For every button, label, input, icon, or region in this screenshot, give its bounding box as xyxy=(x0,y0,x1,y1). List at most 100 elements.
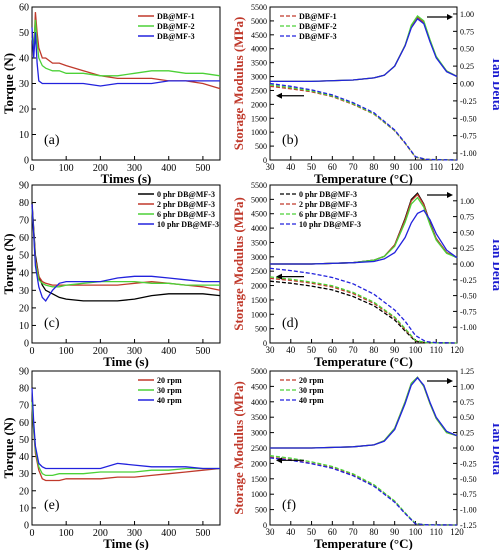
y2-tick-label: 0.25 xyxy=(460,244,474,253)
y-tick-label: 50 xyxy=(19,435,29,446)
x-tick-label: 50 xyxy=(307,162,317,172)
y-tick-label: 10 xyxy=(19,321,29,332)
y-tick-label: 70 xyxy=(19,216,29,227)
y-tick-label: 1500 xyxy=(251,114,267,123)
x-tick-label: 120 xyxy=(450,345,464,355)
legend-label: DB@MF-3 xyxy=(157,32,195,41)
y2-tick-label: 1.25 xyxy=(460,367,474,376)
x-tick-label: 30 xyxy=(266,527,276,537)
legend-label: 0 phr DB@MF-3 xyxy=(157,190,215,199)
y2-tick-label: -1.00 xyxy=(460,323,477,332)
y2-tick-label: 1.00 xyxy=(460,382,474,391)
series-line xyxy=(31,388,220,470)
y-tick-label: 80 xyxy=(19,198,29,209)
x-tick-label: 0 xyxy=(30,163,35,174)
series-line xyxy=(31,204,220,302)
legend-label: 40 rpm xyxy=(157,396,182,405)
legend-label: DB@MF-3 xyxy=(299,32,337,41)
x-tick-label: 400 xyxy=(161,346,176,357)
y-tick-label: 4500 xyxy=(251,210,267,219)
y-tick-label: 3500 xyxy=(251,413,267,422)
y-tick-label: 2000 xyxy=(251,459,267,468)
arrow-left-head-icon xyxy=(276,457,282,464)
y2-axis-label: Tan Delta xyxy=(490,421,499,476)
y2-tick-label: -0.75 xyxy=(460,307,477,316)
x-tick-label: 500 xyxy=(195,528,210,539)
legend-label: 30 rpm xyxy=(299,386,324,395)
x-tick-label: 40 xyxy=(286,527,296,537)
y-tick-label: 40 xyxy=(19,268,29,279)
series-line xyxy=(31,207,220,288)
x-axis-label: Time (s) xyxy=(103,354,149,369)
y-tick-label: 0 xyxy=(24,156,29,167)
x-tick-label: 120 xyxy=(450,162,464,172)
arrow-right-head-icon xyxy=(447,14,453,20)
y-axis-label: Torque (N) xyxy=(1,417,16,478)
x-tick-label: 90 xyxy=(390,345,400,355)
x-axis-label: Temperature (°C) xyxy=(314,171,413,186)
tan-delta-line xyxy=(270,209,458,265)
y-tick-label: 50 xyxy=(19,251,29,262)
y-tick-label: 0 xyxy=(24,339,29,350)
arrow-left-head-icon xyxy=(276,273,282,280)
y2-tick-label: 0.25 xyxy=(460,429,474,438)
y2-tick-label: 1.00 xyxy=(460,10,474,19)
x-axis-label: Time (s) xyxy=(103,536,149,550)
legend-label: 10 phr DB@MF-3 xyxy=(157,220,219,229)
y-tick-label: 3000 xyxy=(251,73,267,82)
x-tick-label: 60 xyxy=(328,162,338,172)
panel-label: (b) xyxy=(282,133,299,148)
x-tick-label: 500 xyxy=(195,346,210,357)
x-tick-label: 100 xyxy=(59,346,74,357)
legend-label: 2 phr DB@MF-3 xyxy=(157,200,215,209)
y2-tick-label: 1.00 xyxy=(460,197,474,206)
y-tick-label: 3500 xyxy=(251,238,267,247)
y-tick-label: 5000 xyxy=(251,367,267,376)
y-tick-label: 5000 xyxy=(251,195,267,204)
y-tick-label: 1500 xyxy=(251,475,267,484)
y-tick-label: 30 xyxy=(19,79,29,90)
y-tick-label: 1000 xyxy=(251,490,267,499)
tan-delta-line xyxy=(270,376,458,449)
legend-label: 20 rpm xyxy=(157,376,182,385)
tan-delta-line xyxy=(270,17,458,83)
plot-frame xyxy=(31,370,221,526)
dma-panel-f: 0 500 1000 1500 2000 2500 3000 3500 4000 4500 5000… xyxy=(231,367,499,550)
y-tick-label: 90 xyxy=(19,181,29,192)
y-tick-label: 70 xyxy=(19,401,29,412)
modulus-line xyxy=(269,276,458,344)
x-tick-label: 200 xyxy=(93,163,108,174)
modulus-line xyxy=(269,456,458,526)
plot-frame xyxy=(31,184,221,344)
y-tick-label: 500 xyxy=(255,325,267,334)
y-tick-label: 30 xyxy=(19,469,29,480)
y-tick-label: 60 xyxy=(19,418,29,429)
legend-label: 6 phr DB@MF-3 xyxy=(157,210,215,219)
y-tick-label: 30 xyxy=(19,286,29,297)
x-tick-label: 60 xyxy=(328,527,338,537)
y2-tick-label: 0.75 xyxy=(460,213,474,222)
y-axis-label: Storage Modulus (MPa) xyxy=(231,17,246,151)
y-tick-label: 20 xyxy=(19,105,29,116)
x-tick-label: 0 xyxy=(30,528,35,539)
series-line xyxy=(31,405,221,482)
modulus-line xyxy=(269,455,458,526)
dma-panel-b: 0 500 1000 1500 2000 2500 3000 3500 4000 4500 5000… xyxy=(231,3,499,186)
modulus-line xyxy=(269,85,458,161)
panel-label: (f) xyxy=(282,498,296,513)
legend-label: DB@MF-2 xyxy=(157,22,195,31)
x-tick-label: 90 xyxy=(390,527,400,537)
series-line xyxy=(31,19,221,77)
panel-label: (d) xyxy=(282,316,299,331)
y-tick-label: 2000 xyxy=(251,282,267,291)
torque-panel-a: 0 10 20 30 40 50 60 0 100 200 300 400 500 Times (s) To… xyxy=(1,3,221,186)
x-tick-label: 70 xyxy=(349,162,359,172)
x-tick-label: 200 xyxy=(93,346,108,357)
y2-tick-label: -0.50 xyxy=(460,475,477,484)
y-tick-label: 5000 xyxy=(251,17,267,26)
modulus-line xyxy=(269,280,458,344)
y2-axis-label: Tan Delta xyxy=(490,237,499,292)
y-tick-label: 2500 xyxy=(251,444,267,453)
y-tick-label: 40 xyxy=(19,452,29,463)
y-tick-label: 4000 xyxy=(251,45,267,54)
